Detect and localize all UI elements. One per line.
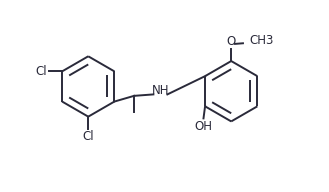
Text: O: O xyxy=(227,35,236,48)
Text: NH: NH xyxy=(152,84,169,97)
Text: CH3: CH3 xyxy=(249,34,274,47)
Text: Cl: Cl xyxy=(83,130,94,143)
Text: Cl: Cl xyxy=(36,65,47,78)
Text: OH: OH xyxy=(194,120,213,133)
